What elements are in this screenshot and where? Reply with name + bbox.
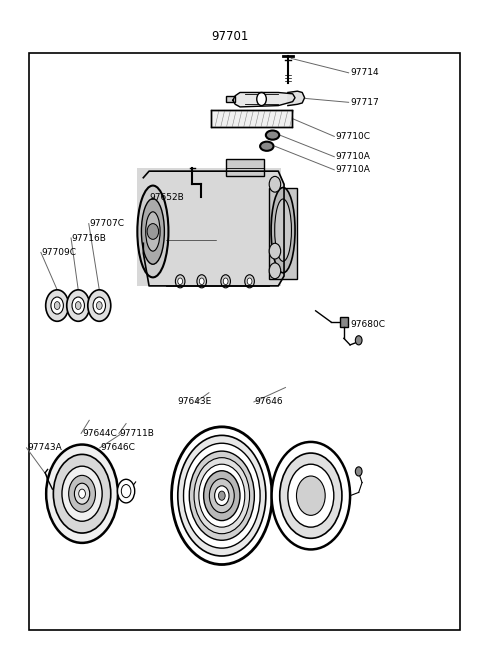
Circle shape xyxy=(46,445,118,543)
Ellipse shape xyxy=(271,187,295,273)
Circle shape xyxy=(171,427,272,564)
Circle shape xyxy=(199,464,245,527)
Circle shape xyxy=(247,278,252,284)
Circle shape xyxy=(269,176,281,192)
Circle shape xyxy=(355,336,362,345)
Bar xyxy=(269,187,298,279)
Circle shape xyxy=(118,480,135,503)
Circle shape xyxy=(72,297,84,314)
Ellipse shape xyxy=(137,185,168,277)
Circle shape xyxy=(54,302,60,309)
Ellipse shape xyxy=(260,142,274,151)
Text: 97643E: 97643E xyxy=(178,397,212,407)
Circle shape xyxy=(147,223,158,239)
Polygon shape xyxy=(144,171,284,286)
Text: 97710A: 97710A xyxy=(336,152,371,161)
Circle shape xyxy=(121,484,131,497)
Bar xyxy=(226,160,264,175)
Bar xyxy=(211,110,292,127)
Circle shape xyxy=(204,471,240,520)
Circle shape xyxy=(69,476,96,512)
Circle shape xyxy=(218,491,225,500)
Circle shape xyxy=(269,243,281,259)
Ellipse shape xyxy=(275,199,291,261)
Text: 97652B: 97652B xyxy=(149,193,184,202)
Circle shape xyxy=(269,263,281,279)
Circle shape xyxy=(79,489,85,498)
Text: 97710C: 97710C xyxy=(336,132,371,141)
Circle shape xyxy=(67,290,90,321)
Text: 97716B: 97716B xyxy=(72,233,107,242)
Text: 97743A: 97743A xyxy=(27,443,62,452)
Circle shape xyxy=(215,486,229,505)
Text: 97710A: 97710A xyxy=(336,166,371,174)
Circle shape xyxy=(74,484,90,504)
Circle shape xyxy=(257,93,266,106)
Ellipse shape xyxy=(266,131,279,140)
Circle shape xyxy=(96,302,102,309)
Circle shape xyxy=(178,278,182,284)
Circle shape xyxy=(297,476,325,515)
Circle shape xyxy=(194,458,250,533)
Polygon shape xyxy=(288,91,305,106)
Text: 97709C: 97709C xyxy=(41,248,76,257)
Polygon shape xyxy=(233,93,295,107)
Circle shape xyxy=(178,436,266,556)
Text: 97646C: 97646C xyxy=(100,443,135,452)
Circle shape xyxy=(221,275,230,288)
Bar xyxy=(29,53,460,630)
Text: 97680C: 97680C xyxy=(350,320,385,329)
Circle shape xyxy=(280,453,342,538)
Circle shape xyxy=(189,451,254,540)
Circle shape xyxy=(245,275,254,288)
Bar xyxy=(137,168,281,286)
Ellipse shape xyxy=(142,198,164,264)
Circle shape xyxy=(355,467,362,476)
Circle shape xyxy=(75,302,81,309)
Text: 97717: 97717 xyxy=(350,98,379,107)
Circle shape xyxy=(62,466,102,521)
Circle shape xyxy=(175,275,185,288)
Circle shape xyxy=(199,278,204,284)
Circle shape xyxy=(93,297,106,314)
Text: 97707C: 97707C xyxy=(89,219,124,228)
Text: 97714: 97714 xyxy=(350,68,379,78)
Circle shape xyxy=(183,443,260,548)
Circle shape xyxy=(53,455,111,533)
Circle shape xyxy=(197,275,206,288)
Circle shape xyxy=(288,464,334,527)
Circle shape xyxy=(88,290,111,321)
Circle shape xyxy=(51,297,63,314)
Ellipse shape xyxy=(146,212,160,251)
Text: 97701: 97701 xyxy=(212,30,249,43)
Bar xyxy=(226,96,235,102)
Circle shape xyxy=(46,290,69,321)
Circle shape xyxy=(209,479,234,512)
Circle shape xyxy=(272,442,350,549)
Circle shape xyxy=(223,278,228,284)
Text: 97646: 97646 xyxy=(254,397,283,407)
Text: 97644C: 97644C xyxy=(82,429,117,438)
Text: 97711B: 97711B xyxy=(120,429,154,438)
Bar xyxy=(339,317,348,327)
